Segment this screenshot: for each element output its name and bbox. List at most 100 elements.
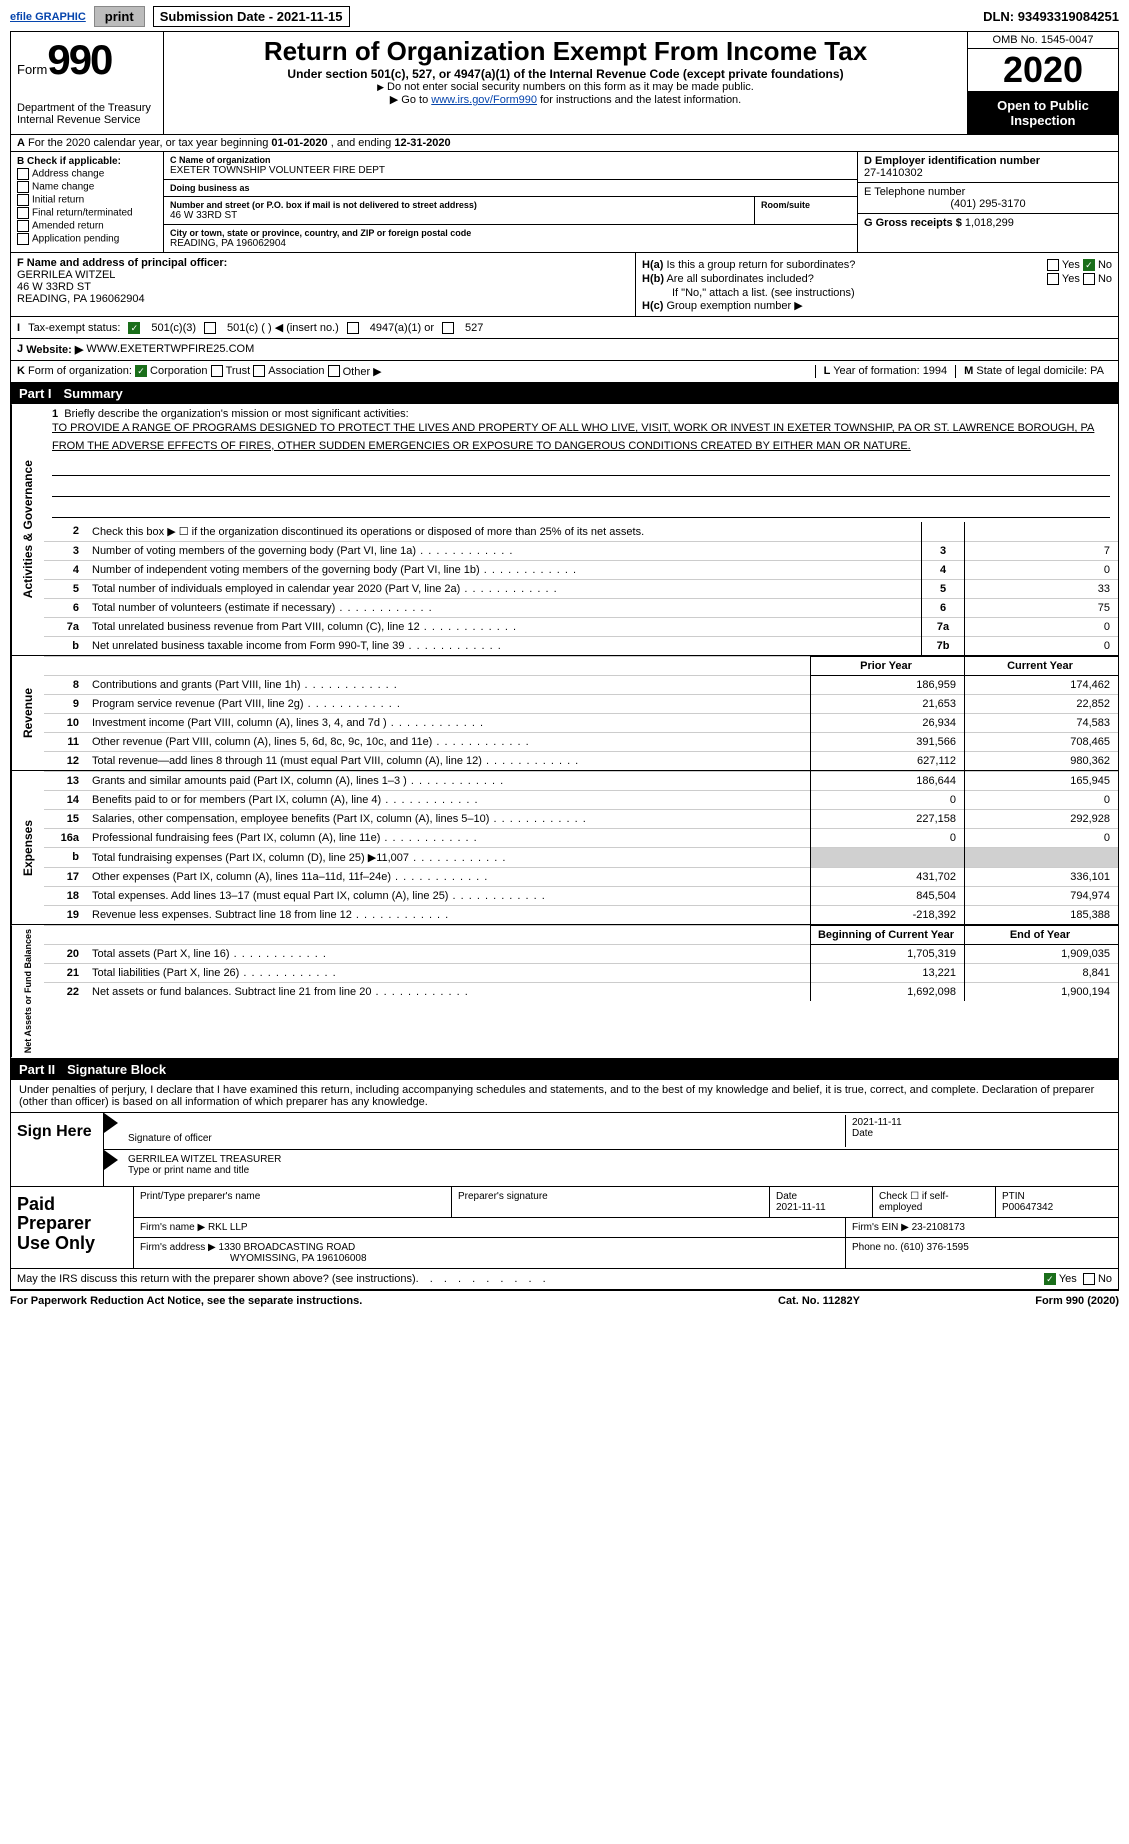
- table-row: 18Total expenses. Add lines 13–17 (must …: [44, 887, 1118, 906]
- table-row: 9Program service revenue (Part VIII, lin…: [44, 695, 1118, 714]
- chk-corp[interactable]: [135, 365, 147, 377]
- chk-initial-return[interactable]: Initial return: [17, 194, 157, 206]
- table-row: bTotal fundraising expenses (Part IX, co…: [44, 848, 1118, 868]
- box-d-e-g: D Employer identification number 27-1410…: [857, 152, 1118, 252]
- website: WWW.EXETERTWPFIRE25.COM: [86, 343, 254, 356]
- line-j: J Website: ▶ WWW.EXETERTWPFIRE25.COM: [11, 339, 1118, 361]
- chk-4947[interactable]: [347, 322, 359, 334]
- org-name-cell: C Name of organization EXETER TOWNSHIP V…: [164, 152, 857, 180]
- form-frame: Form990 Department of the Treasury Inter…: [10, 31, 1119, 1291]
- table-row: 13Grants and similar amounts paid (Part …: [44, 772, 1118, 791]
- chk-amended[interactable]: Amended return: [17, 220, 157, 232]
- may-irs-yes[interactable]: [1044, 1273, 1056, 1285]
- governance-table: 2Check this box ▶ ☐ if the organization …: [44, 522, 1118, 655]
- header-left: Form990 Department of the Treasury Inter…: [11, 32, 164, 134]
- chk-address-change[interactable]: Address change: [17, 168, 157, 180]
- table-header-row: Prior YearCurrent Year: [44, 657, 1118, 676]
- chk-name-change[interactable]: Name change: [17, 181, 157, 193]
- hb-yes[interactable]: [1047, 273, 1059, 285]
- firm-ein: 23-2108173: [912, 1222, 965, 1233]
- table-row: 7aTotal unrelated business revenue from …: [44, 618, 1118, 637]
- ha-no[interactable]: [1083, 259, 1095, 271]
- part-i-header: Part I Summary: [11, 383, 1118, 404]
- row-f-h: F Name and address of principal officer:…: [11, 253, 1118, 317]
- sig-date: 2021-11-11: [852, 1117, 1112, 1128]
- signature-intro: Under penalties of perjury, I declare th…: [11, 1080, 1118, 1113]
- box-b: B Check if applicable: Address change Na…: [11, 152, 164, 252]
- mission-text: TO PROVIDE A RANGE OF PROGRAMS DESIGNED …: [52, 422, 1094, 452]
- vlabel-activities-governance: Activities & Governance: [11, 404, 44, 655]
- table-row: 10Investment income (Part VIII, column (…: [44, 714, 1118, 733]
- firm-addr2: WYOMISSING, PA 196106008: [140, 1253, 367, 1264]
- section-net-assets: Net Assets or Fund Balances Beginning of…: [11, 925, 1118, 1058]
- sign-here-block: Sign Here Signature of officer 2021-11-1…: [11, 1113, 1118, 1187]
- table-row: 11Other revenue (Part VIII, column (A), …: [44, 733, 1118, 752]
- dln: DLN: 93493319084251: [983, 9, 1119, 24]
- print-button[interactable]: print: [94, 6, 145, 27]
- table-row: 3Number of voting members of the governi…: [44, 542, 1118, 561]
- telephone: (401) 295-3170: [864, 198, 1112, 210]
- box-b-title: B Check if applicable:: [17, 156, 121, 167]
- box-c: C Name of organization EXETER TOWNSHIP V…: [164, 152, 857, 252]
- ptin: P00647342: [1002, 1202, 1053, 1213]
- chk-501c3[interactable]: [128, 322, 140, 334]
- gross-receipts: 1,018,299: [965, 217, 1014, 229]
- hb-no[interactable]: [1083, 273, 1095, 285]
- net-assets-table: Beginning of Current YearEnd of Year20To…: [44, 925, 1118, 1001]
- table-row: 21Total liabilities (Part X, line 26)13,…: [44, 964, 1118, 983]
- form-title: Return of Organization Exempt From Incom…: [170, 36, 961, 67]
- form-subtitle-3: ▶ Go to www.irs.gov/Form990 for instruct…: [170, 93, 961, 106]
- header-mid: Return of Organization Exempt From Incom…: [164, 32, 967, 134]
- signature-arrow-icon: [104, 1113, 118, 1133]
- line-i: I Tax-exempt status: 501(c)(3) 501(c) ( …: [11, 317, 1118, 339]
- table-row: bNet unrelated business taxable income f…: [44, 637, 1118, 656]
- may-irs-row: May the IRS discuss this return with the…: [11, 1269, 1118, 1290]
- chk-application-pending[interactable]: Application pending: [17, 233, 157, 245]
- line-k: K Form of organization: Corporation Trus…: [11, 361, 1118, 383]
- form-header: Form990 Department of the Treasury Inter…: [11, 32, 1118, 135]
- section-activities-governance: Activities & Governance 1 Briefly descri…: [11, 404, 1118, 656]
- gross-receipts-cell: G Gross receipts $ 1,018,299: [858, 214, 1118, 232]
- irs-label: Internal Revenue Service: [17, 114, 157, 126]
- vlabel-revenue: Revenue: [11, 656, 44, 770]
- may-irs-no[interactable]: [1083, 1273, 1095, 1285]
- paid-preparer-label: Paid Preparer Use Only: [11, 1187, 133, 1268]
- irs-gov-link[interactable]: www.irs.gov/Form990: [431, 94, 537, 106]
- officer-name-title: GERRILEA WITZEL TREASURER: [128, 1154, 1112, 1165]
- submission-date: 2021-11-15: [277, 9, 343, 24]
- cat-no: Cat. No. 11282Y: [719, 1295, 919, 1307]
- expenses-table: 13Grants and similar amounts paid (Part …: [44, 771, 1118, 924]
- table-row: 2Check this box ▶ ☐ if the organization …: [44, 522, 1118, 542]
- chk-trust[interactable]: [211, 365, 223, 377]
- chk-final-return[interactable]: Final return/terminated: [17, 207, 157, 219]
- firm-addr1: 1330 BROADCASTING ROAD: [219, 1242, 356, 1253]
- table-row: 20Total assets (Part X, line 16)1,705,31…: [44, 945, 1118, 964]
- state-domicile: M State of legal domicile: PA: [955, 365, 1112, 378]
- block-b-c-d: B Check if applicable: Address change Na…: [11, 152, 1118, 253]
- tax-year: 2020: [968, 49, 1118, 92]
- chk-other[interactable]: [328, 365, 340, 377]
- paid-preparer-block: Paid Preparer Use Only Print/Type prepar…: [11, 1187, 1118, 1269]
- form-subtitle-1: Under section 501(c), 527, or 4947(a)(1)…: [170, 67, 961, 81]
- box-h: H(a) Is this a group return for subordin…: [636, 253, 1118, 316]
- table-row: 12Total revenue—add lines 8 through 11 (…: [44, 752, 1118, 771]
- city-state-zip: READING, PA 196062904: [170, 238, 851, 249]
- section-revenue: Revenue Prior YearCurrent Year8Contribut…: [11, 656, 1118, 771]
- part-ii-header: Part II Signature Block: [11, 1059, 1118, 1080]
- efile-link[interactable]: efile GRAPHIC: [10, 11, 86, 23]
- section-expenses: Expenses 13Grants and similar amounts pa…: [11, 771, 1118, 925]
- dba-cell: Doing business as: [164, 180, 857, 197]
- dept-label: Department of the Treasury: [17, 102, 157, 114]
- officer-name: GERRILEA WITZEL: [17, 269, 115, 281]
- omb-number: OMB No. 1545-0047: [968, 32, 1118, 49]
- form-number: Form990: [17, 36, 157, 84]
- chk-assoc[interactable]: [253, 365, 265, 377]
- footer: For Paperwork Reduction Act Notice, see …: [10, 1291, 1119, 1311]
- table-row: 19Revenue less expenses. Subtract line 1…: [44, 906, 1118, 925]
- chk-527[interactable]: [442, 322, 454, 334]
- prep-date: 2021-11-11: [776, 1202, 826, 1213]
- ha-yes[interactable]: [1047, 259, 1059, 271]
- org-name: EXETER TOWNSHIP VOLUNTEER FIRE DEPT: [170, 165, 851, 176]
- chk-501c[interactable]: [204, 322, 216, 334]
- open-to-public: Open to Public Inspection: [968, 92, 1118, 134]
